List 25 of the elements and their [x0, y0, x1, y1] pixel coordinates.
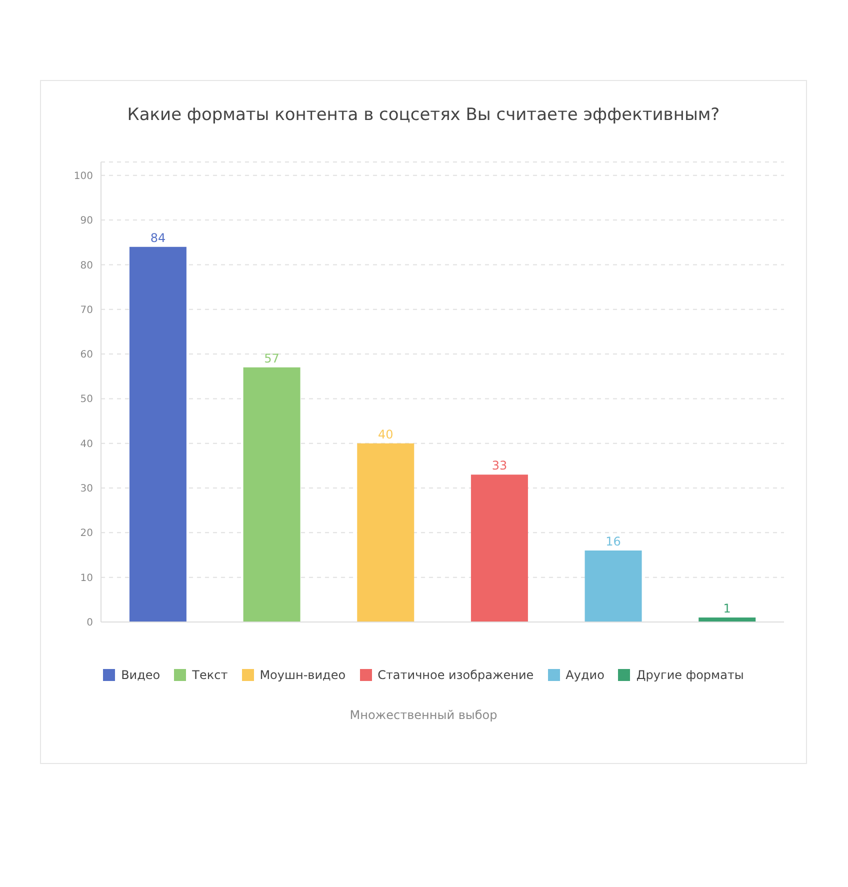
data-label: 40: [378, 427, 394, 442]
data-label: 16: [606, 534, 621, 549]
data-label: 84: [150, 230, 166, 245]
data-label: 33: [492, 458, 508, 473]
y-tick-label: 90: [80, 216, 93, 227]
legend-label: Видео: [121, 668, 160, 682]
data-label: 1: [723, 602, 731, 616]
legend-label: Текст: [192, 668, 228, 682]
legend-label: Другие форматы: [636, 668, 744, 682]
y-tick-label: 80: [80, 260, 93, 272]
chart-title: Какие форматы контента в соцсетях Вы считаете эффективным?: [126, 105, 721, 127]
y-tick-label: 40: [80, 438, 93, 450]
y-tick-label: 50: [80, 394, 93, 406]
legend-label: Моушн-видео: [260, 668, 346, 682]
y-tick-label: 100: [74, 170, 93, 182]
y-tick-label: 30: [80, 484, 93, 495]
y-tick-label: 70: [80, 304, 93, 316]
y-tick-label: 0: [86, 618, 93, 629]
y-tick-label: 60: [80, 350, 93, 361]
y-tick-label: 20: [80, 528, 93, 540]
legend-label: Статичное изображение: [378, 668, 534, 682]
y-tick-label: 10: [80, 572, 93, 584]
legend-label: Аудио: [566, 668, 604, 682]
text: Множественный выбор: [348, 708, 498, 722]
data-label: 57: [264, 351, 280, 366]
